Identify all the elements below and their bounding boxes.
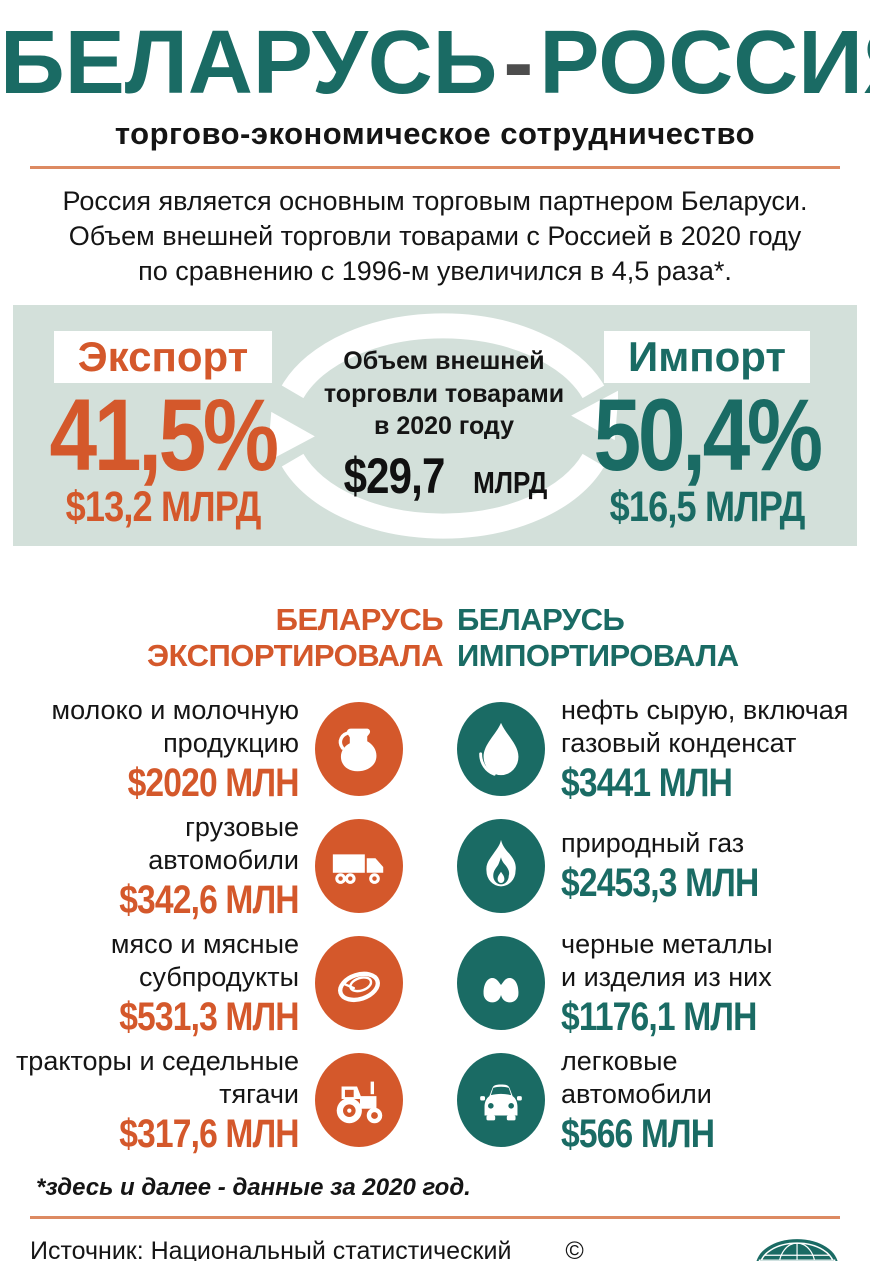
goods-list: молоко и молочную продукцию $2020 МЛН [0, 690, 870, 1158]
import-item-gas: природный газ $2453,3 МЛН [457, 818, 870, 913]
meat-steak-icon [315, 935, 403, 1030]
item-value: $342,6 МЛН [119, 877, 299, 922]
export-block: Экспорт 41,5% $13,2 МЛРД [18, 305, 308, 529]
item-value: $566 МЛН [561, 1111, 715, 1156]
oil-drop-icon [457, 701, 545, 796]
title-dash: - [503, 13, 534, 113]
goods-row: мясо и мясные субпродукты $531,3 МЛН [0, 924, 870, 1041]
goods-row: грузовые автомобили $342,6 МЛН [0, 807, 870, 924]
bottom-divider [30, 1216, 840, 1220]
import-label-tag: Импорт [604, 331, 810, 384]
export-percent: 41,5% [49, 378, 280, 493]
import-item-cars: легковые автомобили $566 МЛН [457, 1045, 870, 1155]
credit-text: © Инфографика [565, 1237, 584, 1261]
item-label: грузовые автомобили [148, 811, 299, 875]
trade-total-value: $29,7 МЛРД [343, 447, 548, 504]
item-value: $531,3 МЛН [119, 994, 299, 1039]
item-label: нефть сырую, включая газовый конденсат [561, 694, 849, 758]
export-item-meat: мясо и мясные субпродукты $531,3 МЛН [0, 928, 443, 1038]
item-label: молоко и молочную продукцию [51, 694, 299, 758]
trade-total-block: Объем внешней торговли товарами в 2020 г… [283, 345, 605, 505]
item-value: $317,6 МЛН [119, 1111, 299, 1156]
item-value: $2453,3 МЛН [561, 861, 759, 906]
item-label: черные металлы и изделия из них [561, 928, 773, 992]
import-item-metals: черные металлы и изделия из них $1176,1 … [457, 928, 870, 1038]
column-headers: БЕЛАРУСЬ ЭКСПОРТИРОВАЛА БЕЛАРУСЬ ИМПОРТИ… [0, 602, 870, 674]
footer: Источник: Национальный статистический ко… [30, 1235, 840, 1261]
intro-paragraph: Россия является основным торговым партне… [62, 186, 808, 287]
page-subtitle: торгово-экономическое сотрудничество [114, 116, 756, 151]
import-column-header: БЕЛАРУСЬ ИМПОРТИРОВАЛА [457, 602, 739, 674]
belta-logo-text: БЕЛТА [773, 1259, 820, 1261]
goods-row: тракторы и седельные тягачи $317,6 МЛН [0, 1041, 870, 1158]
import-amount: $16,5 МЛРД [609, 483, 805, 532]
flame-icon [457, 818, 545, 913]
trade-total-caption: Объем внешней торговли товарами в 2020 г… [323, 347, 565, 441]
item-label: легковые автомобили [561, 1045, 712, 1109]
footnote: *здесь и далее - данные за 2020 год. [36, 1174, 471, 1202]
trade-band: Экспорт 41,5% $13,2 МЛРД Объем внешней т… [13, 305, 857, 547]
item-value: $2020 МЛН [127, 760, 300, 805]
page-title: БЕЛАРУСЬ-РОССИЯ [0, 18, 870, 108]
item-value: $3441 МЛН [561, 760, 733, 805]
import-percent: 50,4% [593, 378, 824, 493]
export-item-trucks: грузовые автомобили $342,6 МЛН [0, 811, 443, 921]
milk-jug-icon [315, 701, 403, 796]
import-block: Импорт 50,4% $16,5 МЛРД [562, 305, 852, 529]
source-text: Источник: Национальный статистический ко… [30, 1237, 512, 1261]
item-label: тракторы и седельные тягачи [15, 1045, 299, 1109]
metal-pipes-icon [457, 935, 545, 1030]
item-value: $1176,1 МЛН [561, 994, 757, 1039]
top-divider [30, 166, 840, 169]
export-item-milk: молоко и молочную продукцию $2020 МЛН [0, 694, 443, 804]
export-amount: $13,2 МЛРД [65, 483, 261, 532]
import-label: Импорт [628, 333, 786, 381]
cycle-arrows-icon [268, 313, 618, 539]
item-label: природный газ [561, 828, 745, 859]
goods-row: молоко и молочную продукцию $2020 МЛН [0, 690, 870, 807]
export-column-header: БЕЛАРУСЬ ЭКСПОРТИРОВАЛА [147, 602, 443, 674]
export-label: Экспорт [77, 333, 249, 381]
export-label-tag: Экспорт [53, 331, 273, 384]
header: БЕЛАРУСЬ-РОССИЯ торгово-экономическое со… [0, 0, 870, 289]
item-label: мясо и мясные субпродукты [110, 928, 299, 992]
title-right: РОССИЯ [539, 13, 870, 113]
title-left: БЕЛАРУСЬ [0, 13, 498, 113]
car-icon [457, 1052, 545, 1147]
export-item-tractors: тракторы и седельные тягачи $317,6 МЛН [0, 1045, 443, 1155]
import-item-oil: нефть сырую, включая газовый конденсат $… [457, 694, 870, 804]
tractor-icon [315, 1052, 403, 1147]
belta-logo: БЕЛТА [756, 1239, 838, 1261]
truck-icon [315, 818, 403, 913]
